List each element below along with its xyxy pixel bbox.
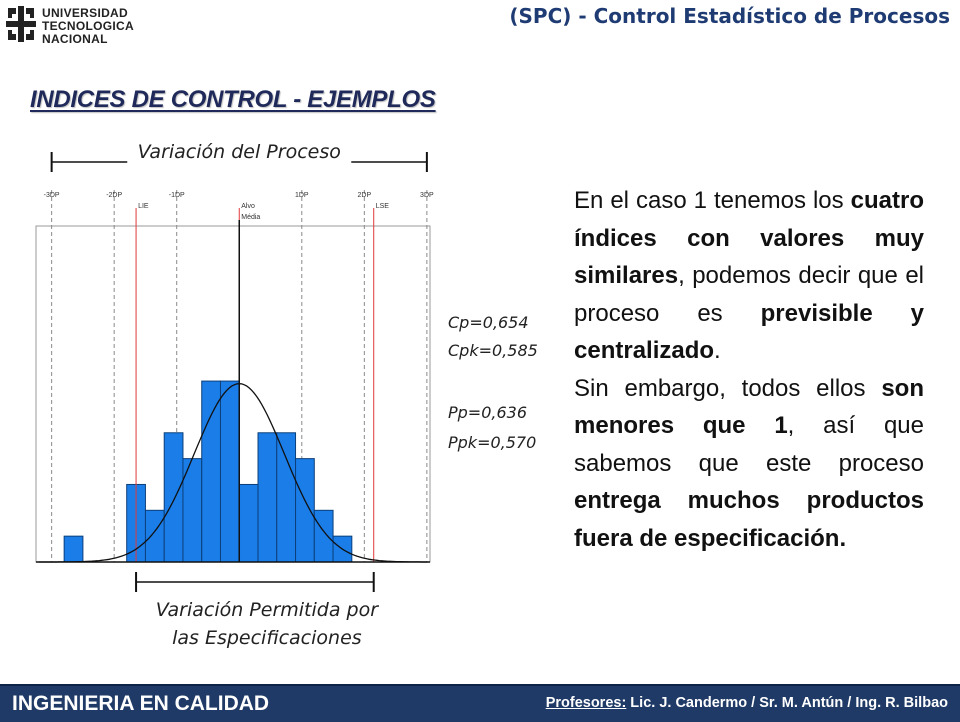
spec-line-label: LIE	[138, 203, 149, 210]
histogram-bar	[144, 509, 165, 563]
process-histogram-chart: Variación del Proceso -3DP -2DP -1DP 1DP 2DP 3…	[35, 138, 538, 649]
sd-tick-label: -1DP	[169, 192, 185, 199]
histogram-bar	[63, 535, 84, 563]
utn-emblem-icon	[6, 6, 36, 42]
chart-title: Variación del Proceso	[138, 141, 341, 163]
histogram-bar	[257, 432, 278, 563]
footer-professors-label: Profesores:	[545, 695, 627, 711]
histogram-bar	[313, 509, 334, 563]
footer-course: INGENIERIA EN CALIDAD	[12, 692, 270, 715]
logo-text: UNIVERSIDAD TECNOLOGICA NACIONAL	[42, 7, 134, 46]
header-title: (SPC) - Control Estadístico de Procesos	[509, 4, 950, 28]
logo-line-1: UNIVERSIDAD	[42, 6, 128, 20]
logo-line-3: NACIONAL	[42, 32, 108, 46]
histogram-bar	[238, 483, 259, 563]
sd-tick-label: -2DP	[106, 192, 122, 199]
logo-line-2: TECNOLOGICA	[42, 19, 134, 33]
p2-bold-d: entrega muchos productos fuera de especi…	[574, 487, 924, 552]
spec-line-label: Alvo	[241, 203, 255, 210]
histogram-bar	[295, 458, 315, 563]
sd-tick-label: 2DP	[358, 192, 372, 199]
p1-text-c: , podemos decir que el proceso es	[574, 262, 924, 327]
p1-bold-b: cuatro índices con valores muy similares	[574, 187, 924, 289]
p1-text-a: En el caso 1 tenemos los	[574, 187, 851, 214]
mean-label: Média	[241, 214, 260, 221]
capability-index-label: Pp=0,636	[448, 403, 527, 422]
sd-tick-label: 1DP	[295, 192, 309, 199]
sd-tick-label: -3DP	[44, 192, 60, 199]
p2-text-a: Sin embargo, todos ellos	[574, 374, 882, 402]
capability-index-label: Cp=0,654	[448, 313, 529, 332]
capability-index-label: Ppk=0,570	[448, 433, 536, 452]
histogram-bar	[163, 432, 184, 563]
section-title: INDICES DE CONTROL - EJEMPLOS	[30, 86, 436, 113]
histogram-bar	[276, 432, 297, 563]
process-title-backdrop	[127, 138, 352, 172]
p1-bold-d: previsible y centralizado	[574, 299, 924, 365]
explanation-text: En el caso 1 tenemos los cuatro índices …	[574, 182, 924, 557]
footer-professors: Profesores: Lic. J. Candermo / Sr. M. An…	[546, 695, 948, 711]
sd-tick-label: 3DP	[420, 192, 434, 199]
histogram-bar	[219, 380, 240, 563]
histogram-bar	[201, 380, 221, 563]
footer-bar: INGENIERIA EN CALIDAD Profesores: Lic. J…	[0, 684, 960, 722]
p1-text-e: .	[714, 337, 721, 364]
utn-logo: UNIVERSIDAD TECNOLOGICA NACIONAL	[6, 6, 196, 48]
spec-caption-line-1: Variación Permitida por	[156, 599, 379, 621]
footer-professors-names: Lic. J. Candermo / Sr. M. Antún / Ing. R…	[626, 695, 948, 711]
capability-index-label: Cpk=0,585	[448, 341, 538, 360]
paragraph-2: Sin embargo, todos ellos son menores que…	[574, 370, 924, 558]
paragraph-1: En el caso 1 tenemos los cuatro índices …	[574, 182, 924, 370]
spec-caption-line-2: las Especificaciones	[172, 627, 362, 649]
normal-curve	[39, 383, 427, 563]
p2-text-c: , así que sabemos que este proceso	[574, 412, 924, 477]
spec-line-label: LSE	[376, 203, 390, 210]
p2-bold-b: son menores que 1	[574, 374, 924, 440]
